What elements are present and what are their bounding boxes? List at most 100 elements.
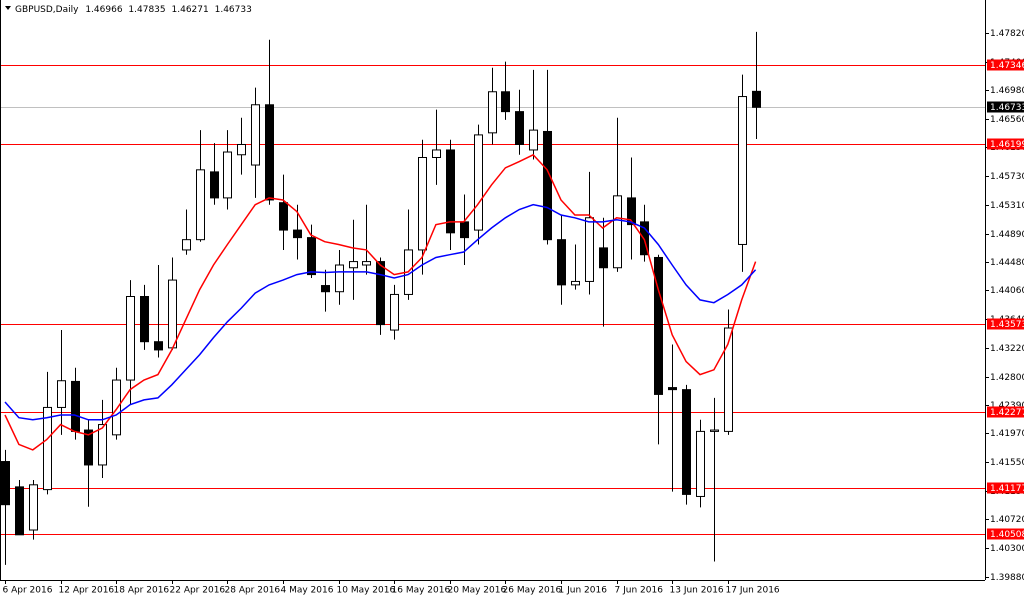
x-tick-label: 20 May 2016 [448,586,507,596]
candle-body [390,293,399,331]
price-label-box [987,101,1024,113]
y-tick-label: 1.46980 [990,86,1024,96]
y-tick-label: 1.41550 [990,458,1024,468]
header-low: 1.46271 [172,5,209,15]
overlay-line [4,153,757,451]
candle-body [154,341,163,351]
candle-body [627,197,636,226]
y-tick-label: 1.40720 [990,515,1024,525]
x-tick-label: 28 Apr 2016 [225,586,281,596]
candle-body [474,134,483,231]
candle-body [738,96,747,245]
candle-body [182,239,191,251]
candle-body [84,429,93,466]
level-label: 1.47346 [990,61,1024,71]
candle-body [571,280,580,286]
candle-body [613,195,622,269]
x-tick-label: 4 May 2016 [281,586,334,596]
candle-body [15,486,24,536]
y-tick-label: 1.44060 [990,286,1024,296]
x-tick-label: 12 Apr 2016 [59,586,115,596]
y-tick-label: 1.44890 [990,230,1024,240]
symbol-title: GBPUSD,Daily [15,5,79,15]
candle-body [682,389,691,495]
candle-body [432,149,441,158]
candle-body [251,104,260,166]
y-tick-label: 1.47820 [990,29,1024,39]
candle-body [307,237,316,276]
candle-body [418,156,427,251]
candle-body [265,104,274,201]
y-tick-label: 1.45310 [990,201,1024,211]
y-tick-label: 1.42800 [990,373,1024,383]
level-label: 1.42277 [990,408,1024,418]
candle-body [1,461,10,506]
overlay-line [4,203,757,421]
price-label: 1.46733 [990,103,1024,113]
y-tick-label: 1.42390 [990,401,1024,411]
candle-body [543,130,552,241]
candle-body [696,430,705,497]
candle-body [668,387,677,391]
candle-body [293,229,302,239]
candle-body [446,149,455,234]
x-tick-label: 16 May 2016 [392,586,451,596]
header-menu-icon[interactable] [5,6,11,10]
candle-body [29,484,38,531]
candle-body [599,247,608,269]
candle-body [126,296,135,381]
candle-body [724,327,733,432]
header-close: 1.46733 [215,5,252,15]
candle-body [43,406,52,491]
candle-body [196,169,205,241]
level-label-box [987,528,1024,540]
header-high: 1.47835 [128,5,165,15]
candle-body [752,90,761,108]
candle-body [529,129,538,151]
y-tick-label: 1.40300 [990,544,1024,554]
level-label: 1.46199 [990,140,1024,150]
level-label-box [987,406,1024,418]
candle-body [140,296,149,343]
candle-body [710,429,719,432]
candle-body [71,380,80,432]
x-tick-label: 7 Jun 2016 [615,586,664,596]
candle-body [210,171,219,199]
candle-body [279,202,288,231]
candle-body [321,285,330,293]
level-label-box [987,138,1024,150]
x-tick-label: 13 Jun 2016 [670,586,724,596]
x-tick-label: 10 May 2016 [337,586,396,596]
candle-body [237,143,246,156]
x-tick-label: 22 Apr 2016 [170,586,226,596]
level-label: 1.41177 [990,484,1024,494]
chart-header: GBPUSD,Daily 1.46966 1.47835 1.46271 1.4… [15,5,252,15]
candle-body [460,221,469,239]
candle-body [501,91,510,113]
y-tick-label: 1.43220 [990,344,1024,354]
candle-body [557,239,566,286]
x-tick-label: 26 May 2016 [503,586,562,596]
candle-body [349,261,358,269]
candle-body [640,221,649,256]
x-tick-label: 17 Jun 2016 [726,586,780,596]
candle-body [362,261,371,266]
y-tick-label: 1.45730 [990,172,1024,182]
x-tick-label: 1 Jun 2016 [559,586,608,596]
x-tick-label: 6 Apr 2016 [3,586,53,596]
level-label-box [987,318,1024,330]
level-label-box [987,59,1024,71]
header-open: 1.46966 [85,5,122,15]
candle-body [335,264,344,293]
level-label-box [987,482,1024,494]
level-label: 1.43573 [990,320,1024,330]
y-tick-label: 1.39880 [990,573,1024,583]
level-label: 1.40508 [990,530,1024,540]
candle-body [488,91,497,134]
candle-body [57,380,66,408]
y-tick-label: 1.46560 [990,115,1024,125]
candle-body [168,279,177,349]
candle-body [376,261,385,326]
